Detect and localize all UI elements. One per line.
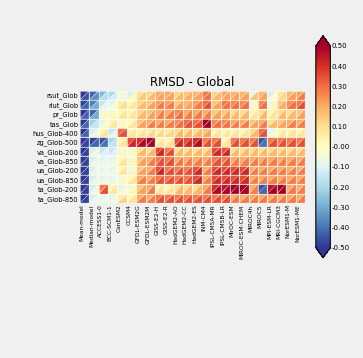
- Title: RMSD - Global: RMSD - Global: [150, 76, 234, 90]
- PathPatch shape: [316, 36, 330, 46]
- PathPatch shape: [316, 248, 330, 258]
